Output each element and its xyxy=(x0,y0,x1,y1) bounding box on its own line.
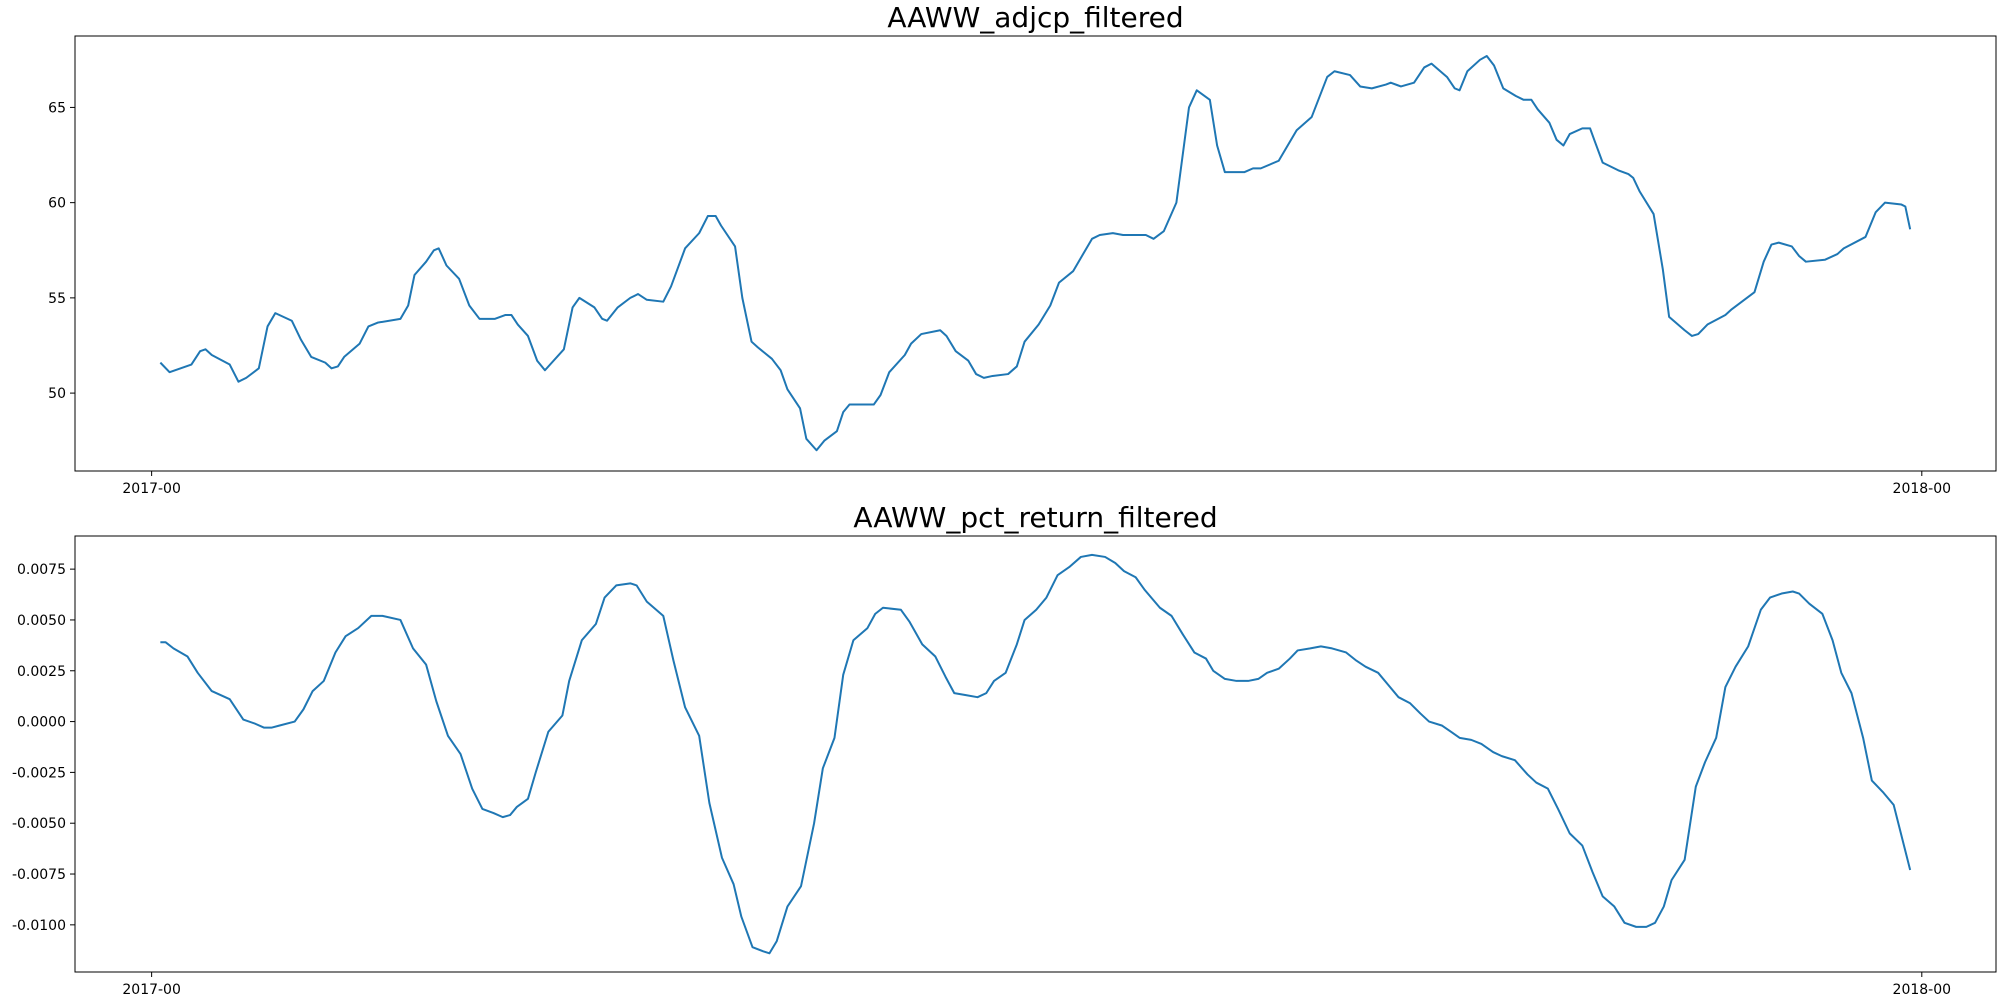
y-tick-label: -0.0100 xyxy=(12,918,66,934)
y-tick-label: 0.0025 xyxy=(17,664,66,680)
x-tick-label: 2017-00 xyxy=(122,982,181,998)
chart-title: AAWW_adjcp_filtered xyxy=(887,1,1183,34)
y-tick-label: 0.0050 xyxy=(17,613,66,629)
y-tick-label: 50 xyxy=(48,386,66,402)
x-tick-label: 2018-00 xyxy=(1893,982,1952,998)
data-line xyxy=(159,55,1912,452)
y-tick-label: -0.0025 xyxy=(12,765,66,781)
chart-title: AAWW_pct_return_filtered xyxy=(853,501,1217,534)
y-tick-label: 65 xyxy=(48,100,66,116)
x-tick-label: 2018-00 xyxy=(1893,481,1952,497)
axes-frame xyxy=(74,35,1997,472)
y-tick-label: 0.0000 xyxy=(17,715,66,731)
axes-frame xyxy=(74,535,1997,973)
data-line xyxy=(160,553,1912,955)
y-tick-label: -0.0075 xyxy=(12,867,66,883)
y-tick-label: 60 xyxy=(48,196,66,212)
y-tick-label: 55 xyxy=(48,291,66,307)
y-tick-label: -0.0050 xyxy=(12,816,66,832)
x-tick-label: 2017-00 xyxy=(122,481,181,497)
y-tick-label: 0.0075 xyxy=(17,562,66,578)
